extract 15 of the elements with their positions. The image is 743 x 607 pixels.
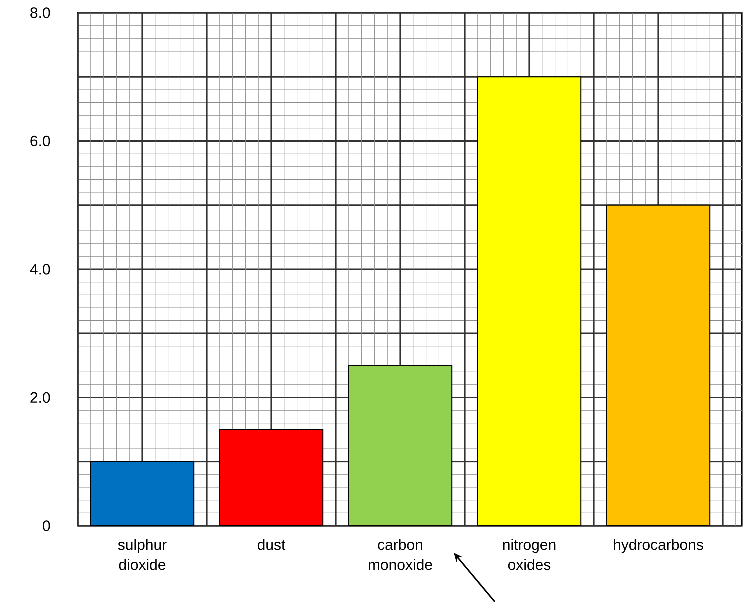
- bar: [606, 204, 711, 526]
- y-tick-label: 2.0: [30, 392, 50, 404]
- x-tick-label: carbon monoxide: [368, 539, 432, 570]
- y-tick-label: 6.0: [30, 136, 50, 147]
- x-tick-label: dust: [258, 539, 286, 550]
- x-tick-label: sulphur dioxide: [118, 539, 167, 570]
- bar: [348, 365, 453, 526]
- x-tick-label: hydrocarbons: [614, 539, 704, 554]
- bar: [219, 429, 324, 526]
- y-tick-label: 8.0: [30, 8, 50, 18]
- bar: [90, 461, 195, 526]
- y-tick-label: 0: [43, 520, 50, 532]
- bar: [477, 76, 582, 526]
- x-tick-label: nitrogen oxides: [503, 539, 556, 570]
- y-tick-label: 4.0: [30, 264, 50, 275]
